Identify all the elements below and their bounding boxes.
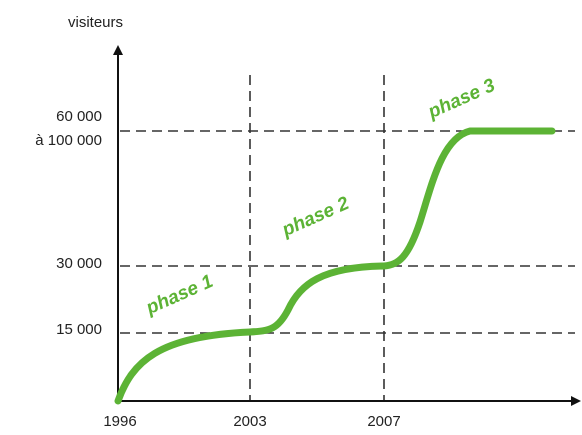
y-tick-label-30000: 30 000 bbox=[56, 255, 102, 272]
x-tick-label-2007: 2007 bbox=[367, 413, 400, 430]
phase-label-3: phase 3 bbox=[424, 75, 498, 124]
x-tick-label-2003: 2003 bbox=[233, 413, 266, 430]
phase-label-1: phase 1 bbox=[142, 271, 216, 319]
visitor-curve bbox=[114, 127, 556, 405]
y-tick-label-100000: à 100 000 bbox=[35, 132, 102, 149]
x-tick-label-1996: 1996 bbox=[103, 413, 136, 430]
y-tick-label-60000: 60 000 bbox=[56, 108, 102, 125]
phase-label-2: phase 2 bbox=[278, 193, 352, 242]
y-axis-label: visiteurs bbox=[68, 14, 123, 31]
y-tick-label-15000: 15 000 bbox=[56, 321, 102, 338]
